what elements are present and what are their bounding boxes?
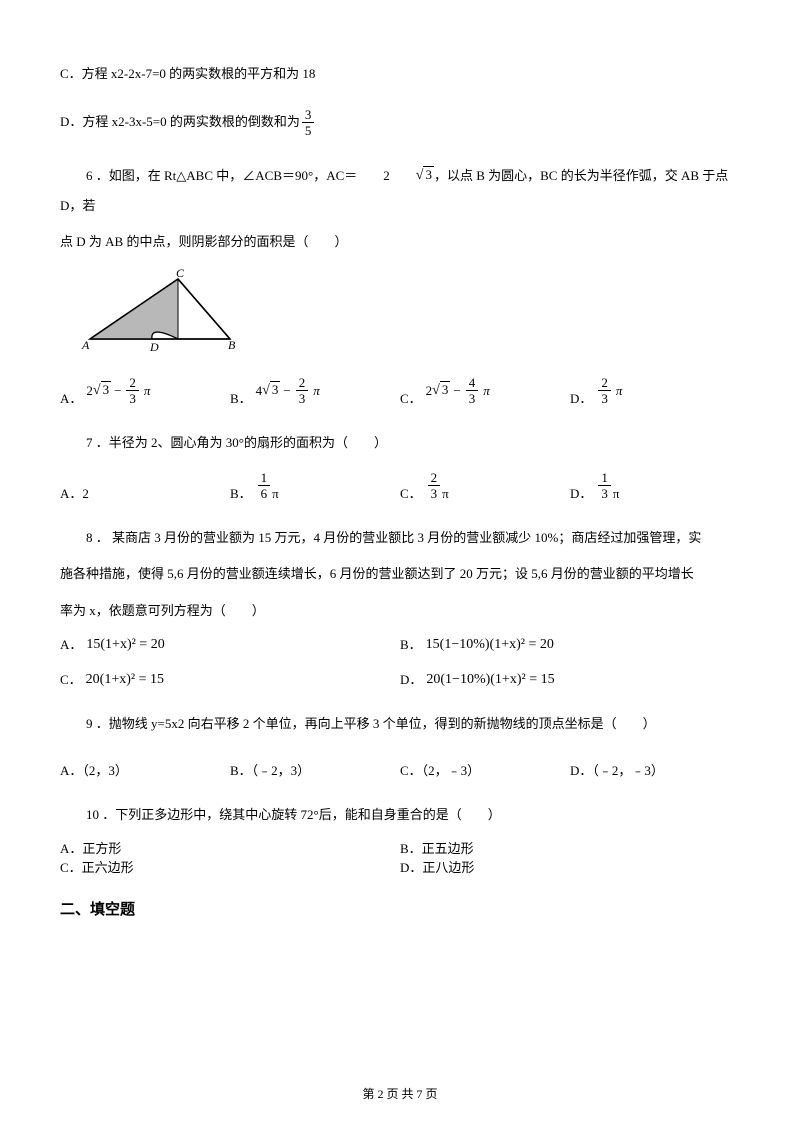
q10-intro: 10 ．下列正多边形中，绕其中心旋转 72°后，能和自身重合的是（ ） xyxy=(60,801,740,830)
pi-text: π xyxy=(272,486,279,502)
q6-option-b: B． 43 − 23 π xyxy=(230,375,400,407)
q8-option-b: B． 15(1−10%)(1+x)² = 20 xyxy=(400,634,740,653)
q7-option-b: B． 16 π xyxy=(230,470,400,502)
q5-optd-fraction: 3 5 xyxy=(302,107,315,139)
page-footer: 第 2 页 共 7 页 xyxy=(0,1085,800,1102)
q8-expr-b: 15(1−10%)(1+x)² = 20 xyxy=(426,637,554,653)
section-2-title: 二、填空题 xyxy=(60,898,740,919)
q9-options: A．（2，3） B．（﹣2，3） C．（2，﹣3） D．（﹣2，﹣3） xyxy=(60,746,740,779)
pi-icon: π xyxy=(483,383,490,399)
q5-remainder: C．方程 x2-2x-7=0 的两实数根的平方和为 18 D．方程 x2-3x-… xyxy=(60,60,740,139)
q9-option-c: C．（2，﹣3） xyxy=(400,746,570,779)
q10-options-row1: A．正方形 B．正五边形 xyxy=(60,838,740,857)
q8-option-c: C． 20(1+x)² = 15 xyxy=(60,669,400,688)
q8-option-d: D． 20(1−10%)(1+x)² = 15 xyxy=(400,669,740,688)
q9-option-b: B．（﹣2，3） xyxy=(230,746,400,779)
q10-option-a: A．正方形 xyxy=(60,838,400,857)
pi-icon: π xyxy=(616,383,623,399)
q6-options: A． 23 − 23 π B． 43 − 23 π C． 23 − 43 xyxy=(60,375,740,407)
q9-intro: 9 ．抛物线 y=5x2 向右平移 2 个单位，再向上平移 3 个单位，得到的新… xyxy=(60,710,740,739)
label-b: B xyxy=(228,338,236,352)
q8-options-row2: C． 20(1+x)² = 15 D． 20(1−10%)(1+x)² = 15 xyxy=(60,669,740,688)
q7-option-d: D． 13 π xyxy=(570,470,740,502)
q8-expr-d: 20(1−10%)(1+x)² = 15 xyxy=(426,672,554,688)
triangle-icon: A B C D xyxy=(80,267,240,357)
label-a: A xyxy=(81,338,90,352)
q7-intro: 7 ．半径为 2、圆心角为 30°的扇形的面积为（ ） xyxy=(60,429,740,458)
q10-options-row2: C．正六边形 D．正八边形 xyxy=(60,857,740,876)
q8-intro-1: 8 ． 某商店 3 月份的营业额为 15 万元，4 月份的营业额比 3 月份的营… xyxy=(60,524,740,553)
q10-option-c: C．正六边形 xyxy=(60,857,400,876)
q10: 10 ．下列正多边形中，绕其中心旋转 72°后，能和自身重合的是（ ） A．正方… xyxy=(60,801,740,876)
q8-intro-2: 施各种措施，使得 5,6 月份的营业额连续增长，6 月份的营业额达到了 20 万… xyxy=(60,560,740,589)
q5-option-d: D．方程 x2-3x-5=0 的两实数根的倒数和为 3 5 xyxy=(60,107,740,139)
q6-figure: A B C D xyxy=(80,267,740,361)
q5-optd-prefix: D．方程 x2-3x-5=0 的两实数根的倒数和为 xyxy=(60,108,300,137)
q6-ac-value: 23 xyxy=(357,161,434,192)
q6-intro-line1: 6 ．如图，在 Rt△ABC 中，∠ACB＝90°，AC＝23，以点 B 为圆心… xyxy=(60,161,740,220)
label-c: C xyxy=(176,267,185,280)
q6-option-a: A． 23 − 23 π xyxy=(60,375,230,407)
q8-option-a: A． 15(1+x)² = 20 xyxy=(60,634,400,653)
q8-intro-3: 率为 x，依题意可列方程为（ ） xyxy=(60,597,740,626)
pi-icon: π xyxy=(313,383,320,399)
q8-expr-a: 15(1+x)² = 20 xyxy=(86,637,164,653)
q9-option-a: A．（2，3） xyxy=(60,746,230,779)
q8: 8 ． 某商店 3 月份的营业额为 15 万元，4 月份的营业额比 3 月份的营… xyxy=(60,524,740,688)
q6-option-c: C． 23 − 43 π xyxy=(400,375,570,407)
q9: 9 ．抛物线 y=5x2 向右平移 2 个单位，再向上平移 3 个单位，得到的新… xyxy=(60,710,740,780)
pi-text: π xyxy=(442,486,449,502)
q6-intro-line2: 点 D 为 AB 的中点，则阴影部分的面积是（ ） xyxy=(60,228,740,257)
q10-option-d: D．正八边形 xyxy=(400,857,740,876)
q5-option-c: C．方程 x2-2x-7=0 的两实数根的平方和为 18 xyxy=(60,60,740,89)
q7-option-c: C． 23 π xyxy=(400,470,570,502)
q6-option-d: D． 23 π xyxy=(570,375,740,407)
q8-options-row1: A． 15(1+x)² = 20 B． 15(1−10%)(1+x)² = 20 xyxy=(60,634,740,653)
label-d: D xyxy=(149,340,159,354)
pi-icon: π xyxy=(144,383,151,399)
q10-option-b: B．正五边形 xyxy=(400,838,740,857)
q7-options: A．2 B． 16 π C． 23 π D． 13 π xyxy=(60,470,740,502)
q7: 7 ．半径为 2、圆心角为 30°的扇形的面积为（ ） A．2 B． 16 π … xyxy=(60,429,740,502)
q9-option-d: D．（﹣2，﹣3） xyxy=(570,746,740,779)
pi-text: π xyxy=(613,486,620,502)
q6: 6 ．如图，在 Rt△ABC 中，∠ACB＝90°，AC＝23，以点 B 为圆心… xyxy=(60,161,740,407)
q7-option-a: A．2 xyxy=(60,470,230,502)
q8-expr-c: 20(1+x)² = 15 xyxy=(86,672,164,688)
